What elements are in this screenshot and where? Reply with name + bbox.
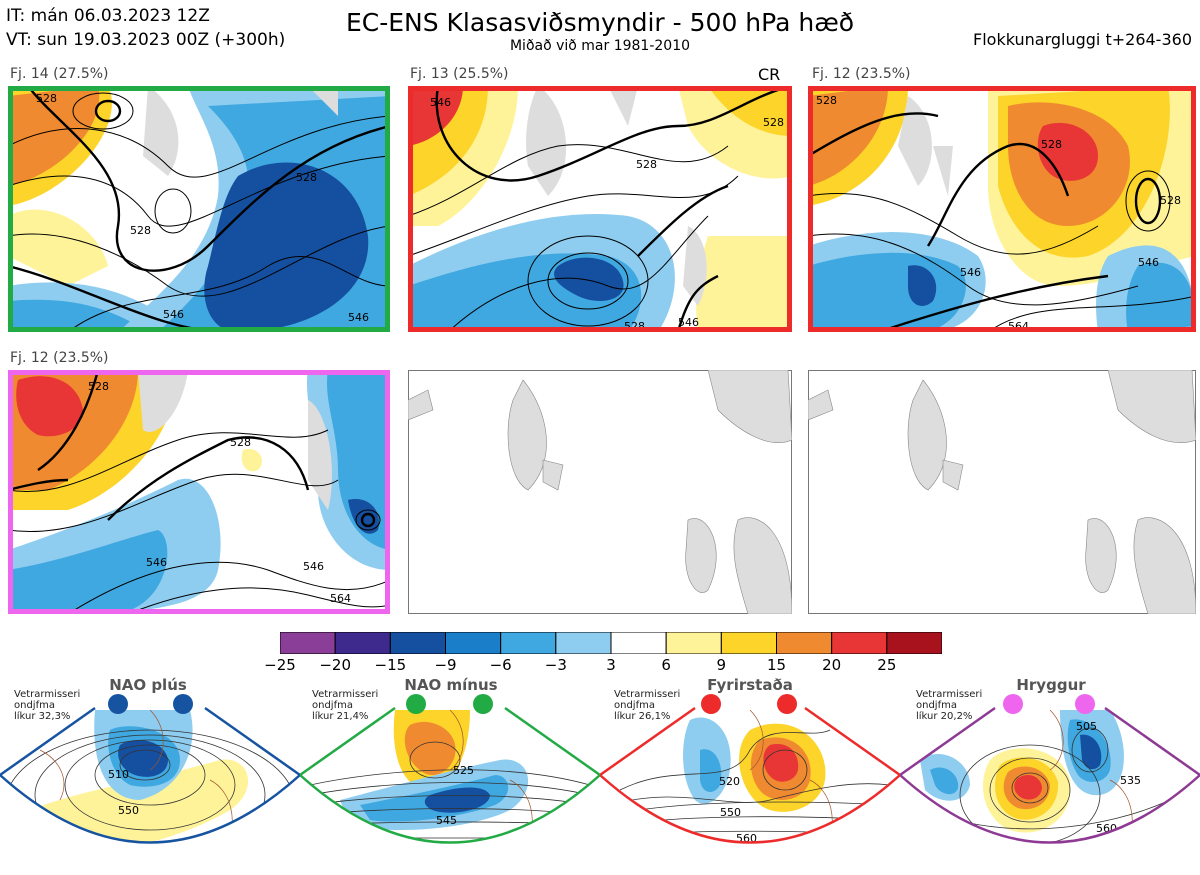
regime-note-blocking: Vetrarmisseri ondjfma líkur 26,1% [614, 689, 681, 722]
colorbar-tick-label: 25 [877, 656, 897, 674]
colorbar-segment [886, 631, 943, 655]
colorbar-segment [500, 631, 557, 655]
colorbar-tick-label: −3 [544, 656, 567, 674]
colorbar-tick-label: 9 [716, 656, 727, 674]
colorbar-tick-label: −6 [489, 656, 512, 674]
contour-label: 550 [118, 804, 139, 817]
regime-note-nao-minus: Vetrarmisseri ondjfma líkur 21,4% [312, 689, 379, 722]
regime-title-blocking: Fyrirstaða [707, 676, 793, 694]
valid-time: VT: sun 19.03.2023 00Z (+300h) [6, 30, 286, 50]
page-title: EC-ENS Klasasviðsmyndir - 500 hPa hæð [345, 8, 855, 37]
classification-window: Flokkunargluggi t+264-360 [973, 30, 1192, 49]
regime-map-ridge: 505 535 560 [899, 690, 1200, 871]
colorbar-tick-label: 6 [661, 656, 671, 674]
panel-2-label: Fj. 13 (25.5%) [410, 66, 509, 82]
contour-label: 560 [736, 832, 757, 845]
colorbar-segment [776, 631, 833, 655]
colorbar-segment [279, 631, 336, 655]
colorbar-segment [610, 631, 667, 655]
cluster-map-3: 528 528 528 546 546 564 [808, 86, 1196, 332]
colorbar-segment [720, 631, 778, 655]
contour-label: 505 [1076, 720, 1097, 733]
contour-label: 528 [1160, 194, 1181, 207]
contour-label: 528 [130, 224, 151, 237]
contour-label: 528 [816, 94, 837, 107]
contour-label: 550 [720, 806, 741, 819]
regime-note-nao-plus: Vetrarmisseri ondjfma líkur 32,3% [14, 689, 81, 722]
regime-title-nao-minus: NAO mínus [404, 676, 498, 694]
contour-label: 520 [719, 775, 740, 788]
colorbar-segment [665, 631, 722, 655]
colorbar-segment [389, 631, 447, 655]
colorbar-segment [445, 631, 502, 655]
regime-marker-ridge-left [1003, 694, 1023, 714]
regime-marker-nao-plus-right [173, 694, 193, 714]
cluster-map-1: 528 528 546 546 528 [8, 86, 390, 332]
contour-label: 546 [430, 96, 451, 109]
colorbar-tick-label: 15 [766, 656, 787, 674]
colorbar-tick-label: −9 [434, 656, 457, 674]
contour-label: 546 [146, 556, 167, 569]
colorbar-segment [334, 631, 391, 655]
colorbar [279, 631, 943, 655]
contour-label: 546 [348, 311, 369, 324]
regime-marker-ridge-right [1075, 694, 1095, 714]
contour-label: 545 [436, 814, 457, 827]
regime-map-blocking: 520 550 560 [599, 690, 903, 871]
regime-marker-nao-minus-right [473, 694, 493, 714]
contour-label: 525 [453, 764, 474, 777]
contour-label: 528 [36, 92, 57, 105]
regime-map-nao-plus: 510 550 [0, 690, 303, 871]
contour-label: 546 [1138, 256, 1159, 269]
contour-label: 510 [108, 768, 129, 781]
panel-2-cr-label: CR [758, 65, 781, 84]
contour-label: 564 [330, 592, 351, 605]
regime-marker-nao-plus-left [108, 694, 128, 714]
contour-label: 535 [1120, 774, 1141, 787]
contour-label: 565 [446, 850, 467, 863]
cluster-map-2: 546 528 528 546 528 [408, 86, 792, 332]
contour-label: 528 [636, 158, 657, 171]
colorbar-tick-label: 20 [822, 656, 842, 674]
panel-1-label: Fj. 14 (27.5%) [10, 66, 109, 82]
colorbar-tick-label: 3 [606, 656, 616, 674]
empty-map-6 [808, 370, 1196, 614]
contour-label: 546 [303, 560, 324, 573]
colorbar-tick-label: −20 [319, 656, 351, 674]
contour-label: 546 [678, 316, 699, 329]
contour-label: 528 [296, 171, 317, 184]
cluster-map-4: 528 528 546 546 564 [8, 370, 390, 614]
regime-title-ridge: Hryggur [1016, 676, 1086, 694]
regime-marker-blocking-right [777, 694, 797, 714]
regime-marker-blocking-left [701, 694, 721, 714]
panel-4-label: Fj. 12 (23.5%) [10, 350, 109, 366]
colorbar-tick-label: −15 [374, 656, 407, 674]
colorbar-segment [555, 631, 612, 655]
regime-marker-nao-minus-left [406, 694, 426, 714]
regime-title-nao-plus: NAO plús [109, 676, 187, 694]
contour-label: 528 [763, 116, 784, 129]
contour-label: 546 [163, 308, 184, 321]
contour-label: 528 [88, 380, 109, 393]
empty-map-5 [408, 370, 792, 614]
contour-label: 528 [230, 436, 251, 449]
regime-note-ridge: Vetrarmisseri ondjfma líkur 20,2% [916, 689, 983, 722]
contour-label: 528 [1041, 138, 1062, 151]
colorbar-tick-label: −25 [264, 656, 296, 674]
regime-map-nao-minus: 525 545 565 [299, 690, 603, 871]
contour-label: 546 [960, 266, 981, 279]
page-subtitle: Miðað við mar 1981-2010 [509, 38, 691, 54]
initial-time: IT: mán 06.03.2023 12Z [6, 6, 210, 26]
panel-3-label: Fj. 12 (23.5%) [812, 66, 911, 82]
colorbar-segment [831, 631, 888, 655]
